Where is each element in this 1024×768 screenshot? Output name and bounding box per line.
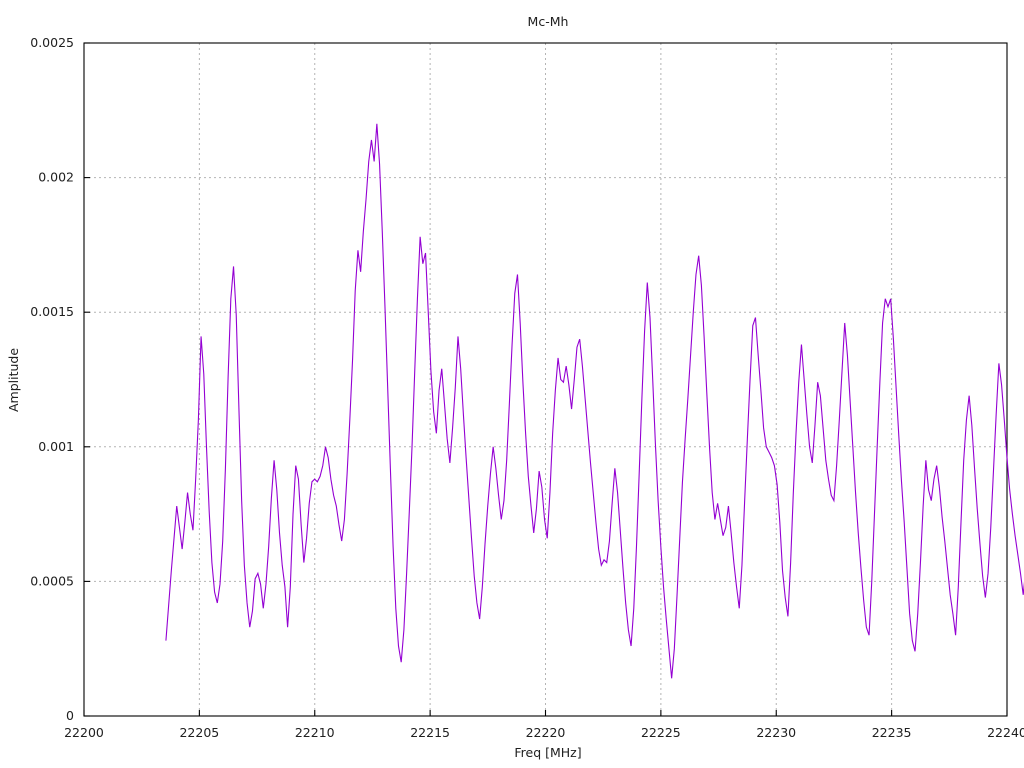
y-tick-label: 0.002 [38, 170, 74, 185]
x-tick-label: 22230 [756, 725, 796, 740]
x-tick-label: 22205 [179, 725, 219, 740]
x-tick-label: 22210 [295, 725, 335, 740]
x-tick-label: 22220 [526, 725, 566, 740]
plot-frame [83, 42, 1008, 717]
y-tick-label: 0.0025 [30, 35, 74, 50]
y-axis-tick-labels: 0 0.0005 0.001 0.0015 0.002 0.0025 [30, 35, 74, 723]
x-tick-label: 22200 [64, 725, 104, 740]
axis-tickmarks [83, 42, 1008, 717]
y-tick-label: 0 [66, 708, 74, 723]
x-tick-label: 22235 [872, 725, 912, 740]
y-tick-label: 0.0005 [30, 573, 74, 588]
y-tick-label: 0.0015 [30, 304, 74, 319]
data-series-line [165, 123, 1024, 679]
page-title: Mc-Mh [528, 14, 569, 29]
x-tick-label: 22215 [410, 725, 450, 740]
x-axis-label: Freq [MHz] [514, 745, 581, 760]
gridlines [84, 43, 1007, 716]
x-tick-label: 22240 [987, 725, 1024, 740]
x-tick-label: 22225 [641, 725, 681, 740]
x-axis-tick-labels: 22200 22205 22210 22215 22220 22225 22230 22235… [64, 725, 1024, 740]
y-axis-label: Amplitude [6, 348, 21, 412]
y-tick-label: 0.001 [38, 439, 74, 454]
